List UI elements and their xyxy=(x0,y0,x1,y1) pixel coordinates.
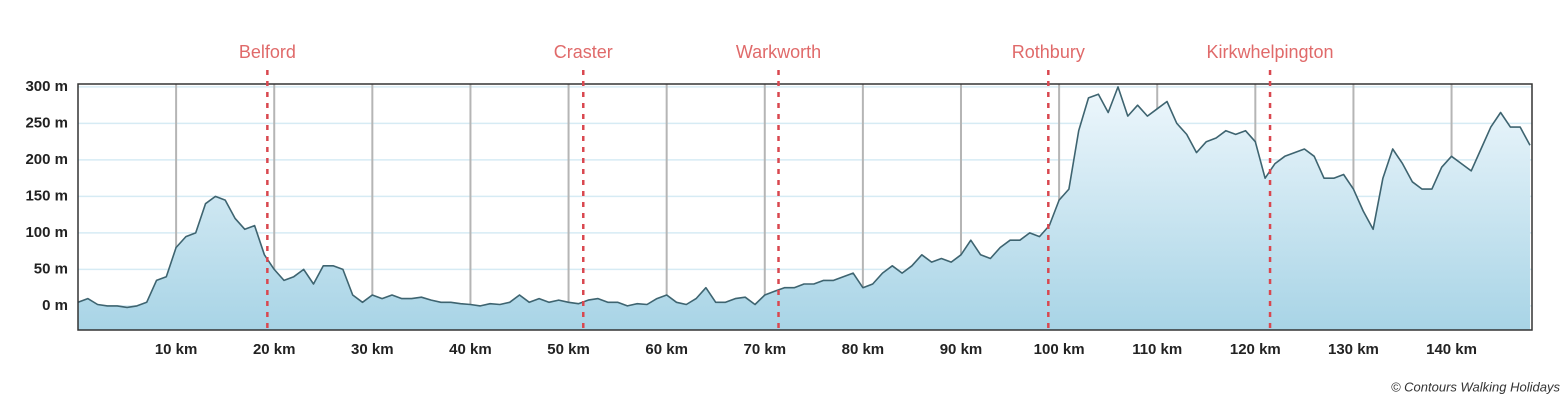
y-tick-label: 150 m xyxy=(25,187,68,204)
town-label: Rothbury xyxy=(1012,42,1085,62)
x-tick-label: 110 km xyxy=(1132,341,1182,358)
town-label: Kirkwhelpington xyxy=(1207,42,1334,62)
x-tick-label: 120 km xyxy=(1230,341,1281,358)
x-tick-label: 30 km xyxy=(351,341,394,358)
plot-area xyxy=(77,86,1531,331)
y-tick-label: 50 m xyxy=(34,260,68,277)
y-tick-label: 250 m xyxy=(25,114,68,131)
town-label: Craster xyxy=(554,42,613,62)
x-tick-label: 10 km xyxy=(155,341,198,358)
town-label: Warkworth xyxy=(736,42,821,62)
y-tick-label: 300 m xyxy=(25,78,68,95)
x-tick-label: 140 km xyxy=(1426,341,1477,358)
credit: © Contours Walking Holidays xyxy=(1391,379,1561,394)
elevation-line xyxy=(77,86,1531,309)
x-tick-label: 100 km xyxy=(1034,341,1085,358)
area-fill xyxy=(78,86,1531,331)
y-tick-label: 200 m xyxy=(25,151,68,168)
x-tick-label: 60 km xyxy=(645,341,688,358)
x-tick-label: 130 km xyxy=(1328,341,1379,358)
x-tick-label: 50 km xyxy=(547,341,590,358)
x-tick-label: 20 km xyxy=(253,341,296,358)
y-tick-label: 100 m xyxy=(25,224,68,241)
x-tick-label: 70 km xyxy=(744,341,787,358)
plot-frame xyxy=(77,83,1533,331)
x-tick-label: 80 km xyxy=(842,341,885,358)
town-label: Belford xyxy=(239,42,296,62)
x-tick-label: 40 km xyxy=(449,341,492,358)
y-tick-label: 0 m xyxy=(42,297,68,314)
x-tick-label: 90 km xyxy=(940,341,983,358)
